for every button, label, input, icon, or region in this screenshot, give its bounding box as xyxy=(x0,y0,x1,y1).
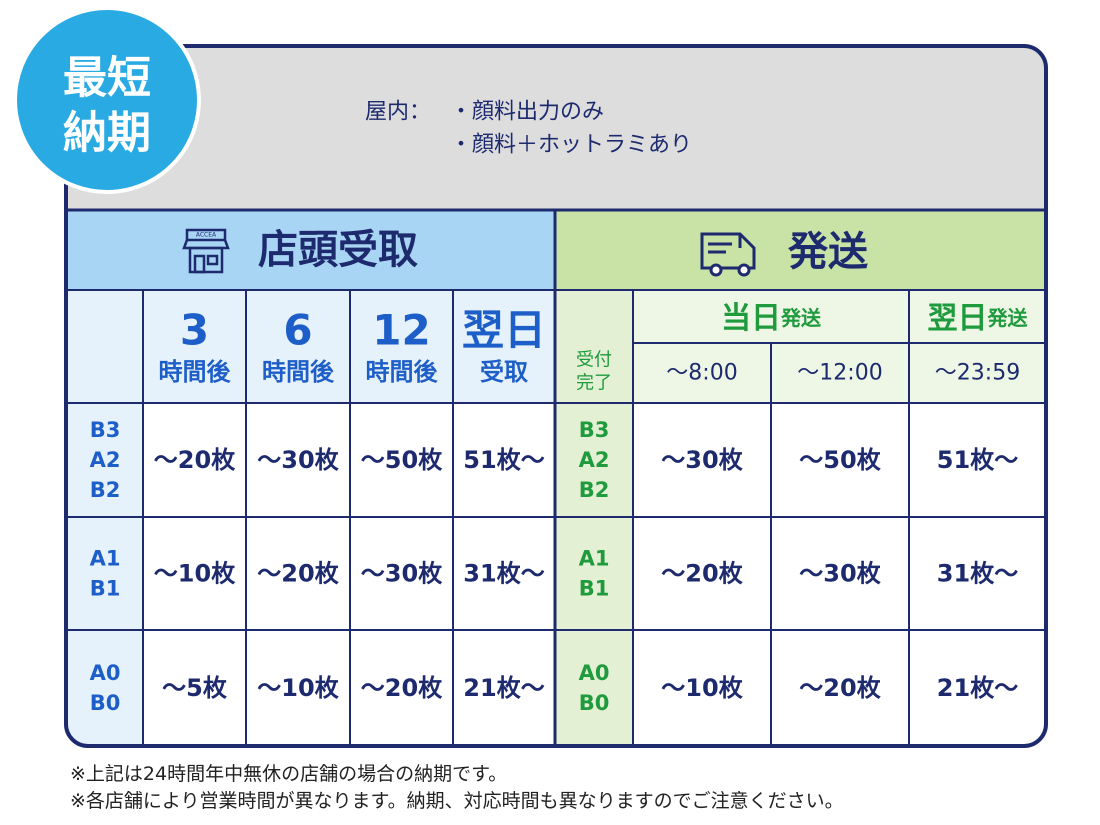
cell-value: ～30枚 xyxy=(361,560,442,588)
cell-value: ～20枚 xyxy=(661,560,742,588)
cell-value: 51枚～ xyxy=(937,446,1018,474)
group-name: 当日 xyxy=(721,301,781,336)
cell-value: ～5枚 xyxy=(162,674,227,702)
size-label: A0 xyxy=(579,661,610,685)
truck-icon xyxy=(700,232,756,277)
column-bottom: 時間後 xyxy=(262,358,335,386)
cell-value: ～20枚 xyxy=(799,674,880,702)
cell-value: ～50枚 xyxy=(361,446,442,474)
cutoff-label: 受付 xyxy=(576,350,612,371)
size-label: B0 xyxy=(579,691,610,715)
store-title: 店頭受取 xyxy=(258,227,418,273)
column-top: 12 xyxy=(372,306,430,355)
column-bottom: 時間後 xyxy=(159,358,232,386)
size-label: B3 xyxy=(579,418,610,442)
cell-value: 21枚～ xyxy=(937,674,1018,702)
column-top: 翌日 xyxy=(462,306,546,355)
column-bottom: 時間後 xyxy=(366,358,439,386)
time-label: ～23:59 xyxy=(935,361,1020,386)
size-label: A1 xyxy=(90,547,121,571)
size-label: B0 xyxy=(90,691,121,715)
cell-value: ～30枚 xyxy=(257,446,338,474)
size-label: A2 xyxy=(579,448,610,472)
cutoff-label: 完了 xyxy=(576,373,612,394)
shipping-title: 発送 xyxy=(788,229,868,275)
cell-value: ～10枚 xyxy=(154,560,235,588)
size-label: B1 xyxy=(90,577,121,601)
header-item: ・顔料出力のみ xyxy=(450,100,604,125)
cell-value: 51枚～ xyxy=(463,446,544,474)
group-suffix: 発送 xyxy=(780,306,822,330)
store-icon xyxy=(182,228,230,274)
cell-value: 31枚～ xyxy=(463,560,544,588)
column-top: 6 xyxy=(283,306,312,355)
group-title: 翌日発送 xyxy=(928,301,1029,336)
size-label: A2 xyxy=(90,448,121,472)
cell-value: 31枚～ xyxy=(937,560,1018,588)
cell-value: ～20枚 xyxy=(257,560,338,588)
size-label: A1 xyxy=(579,547,610,571)
frame xyxy=(64,44,1048,748)
group-name: 翌日 xyxy=(928,301,988,336)
shipping-col-bg xyxy=(633,290,1046,403)
group-title: 当日発送 xyxy=(721,301,822,336)
size-label: B1 xyxy=(579,577,610,601)
cell-value: ～10枚 xyxy=(257,674,338,702)
size-label: B2 xyxy=(90,478,121,502)
shipping-bg xyxy=(555,210,1046,290)
header-label: 屋内： xyxy=(365,100,431,125)
column-bottom: 受取 xyxy=(480,358,528,386)
badge-text: 最短 xyxy=(63,53,151,104)
note: ※上記は24時間年中無休の店舗の場合の納期です。 xyxy=(70,763,507,785)
cell-value: ～30枚 xyxy=(661,446,742,474)
icon-label: ACCEA xyxy=(196,232,217,239)
time-label: ～12:00 xyxy=(797,361,882,386)
store-bg xyxy=(66,210,555,290)
size-label: B2 xyxy=(579,478,610,502)
size-label: B3 xyxy=(90,418,121,442)
badge-text: 納期 xyxy=(63,108,151,159)
time-label: ～8:00 xyxy=(666,361,737,386)
column-top: 3 xyxy=(180,306,209,355)
group-suffix: 発送 xyxy=(987,306,1029,330)
cell-value: ～50枚 xyxy=(799,446,880,474)
badge xyxy=(13,6,201,194)
cell-value: ～30枚 xyxy=(799,560,880,588)
cell-value: ～20枚 xyxy=(154,446,235,474)
grid xyxy=(66,208,1046,746)
cell-value: 21枚～ xyxy=(463,674,544,702)
header-item: ・顔料＋ホットラミあり xyxy=(450,133,692,158)
size-label: A0 xyxy=(90,661,121,685)
cell-value: ～20枚 xyxy=(361,674,442,702)
cell-value: ～10枚 xyxy=(661,674,742,702)
shipping-data-bg xyxy=(633,403,1046,746)
note: ※各店舗により営業時間が異なります。納期、対応時間も異なりますのでご注意ください… xyxy=(70,790,844,812)
